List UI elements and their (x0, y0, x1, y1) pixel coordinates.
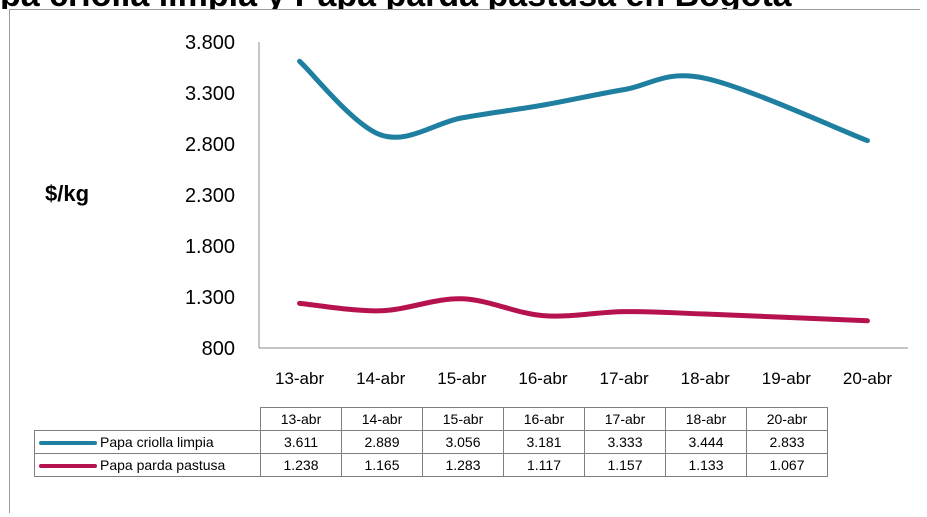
table-header-cell: 16-abr (503, 407, 585, 431)
legend-swatch-pastusa (39, 464, 97, 469)
series-name-cell: Papa parda pastusa (34, 453, 261, 477)
table-corner (35, 408, 261, 431)
table-cell: 1.133 (665, 453, 747, 477)
table-row-criolla: Papa criolla limpia 3.611 2.889 3.056 3.… (34, 430, 828, 454)
y-tick-label: 1.300 (185, 287, 235, 309)
table-header-cell: 20-abr (746, 407, 828, 431)
table-cell: 3.181 (503, 430, 585, 454)
x-tick-label: 15-abr (437, 369, 486, 388)
legend-swatch-criolla (39, 441, 97, 446)
table-cell: 3.444 (665, 430, 747, 454)
series-name: Papa criolla limpia (100, 434, 214, 450)
y-tick-label: 3.800 (185, 32, 235, 54)
table-cell: 3.611 (260, 430, 342, 454)
x-tick-label: 14-abr (356, 369, 405, 388)
table-cell: 2.833 (746, 430, 828, 454)
table-row-pastusa: Papa parda pastusa 1.238 1.165 1.283 1.1… (34, 453, 828, 477)
table-header-cell: 15-abr (422, 407, 504, 431)
table-cell: 1.283 (422, 453, 504, 477)
x-tick-label: 13-abr (275, 369, 324, 388)
series-name: Papa parda pastusa (100, 457, 226, 473)
table-header-cell: 13-abr (260, 407, 342, 431)
chart-title: pa criolla limpia y Papa parda pastusa e… (0, 0, 927, 9)
y-tick-label: 1.800 (185, 236, 235, 258)
table-header-row: 13-abr 14-abr 15-abr 16-abr 17-abr 18-ab… (35, 407, 828, 431)
table-header-cell: 18-abr (665, 407, 747, 431)
y-axis-label: $/kg (45, 181, 90, 206)
table-cell: 1.238 (260, 453, 342, 477)
table-cell: 1.067 (746, 453, 828, 477)
table-cell: 3.333 (584, 430, 666, 454)
x-tick-label: 19-abr (762, 369, 811, 388)
table-header-cell: 17-abr (584, 407, 666, 431)
y-tick-label: 3.300 (185, 83, 235, 105)
table-cell: 1.157 (584, 453, 666, 477)
x-tick-label: 18-abr (681, 369, 730, 388)
table-cell: 1.117 (503, 453, 585, 477)
data-table: 13-abr 14-abr 15-abr 16-abr 17-abr 18-ab… (34, 407, 828, 477)
series-name-cell: Papa criolla limpia (34, 430, 261, 454)
table-cell: 2.889 (341, 430, 423, 454)
line-chart: 3.800 3.300 2.800 2.300 1.800 1.300 800 13-abr 1… (185, 32, 908, 388)
series-line-criolla (297, 58, 870, 144)
y-tick-label: 800 (202, 338, 235, 360)
x-tick-label: 20-abr (843, 369, 892, 388)
x-tick-label: 17-abr (599, 369, 648, 388)
table-cell: 1.165 (341, 453, 423, 477)
y-tick-label: 2.300 (185, 185, 235, 207)
table-header-cell: 14-abr (341, 407, 423, 431)
y-tick-label: 2.800 (185, 134, 235, 156)
series-line-pastusa (297, 296, 870, 324)
table-cell: 3.056 (422, 430, 504, 454)
chart-frame (9, 9, 920, 513)
x-tick-label: 16-abr (518, 369, 567, 388)
